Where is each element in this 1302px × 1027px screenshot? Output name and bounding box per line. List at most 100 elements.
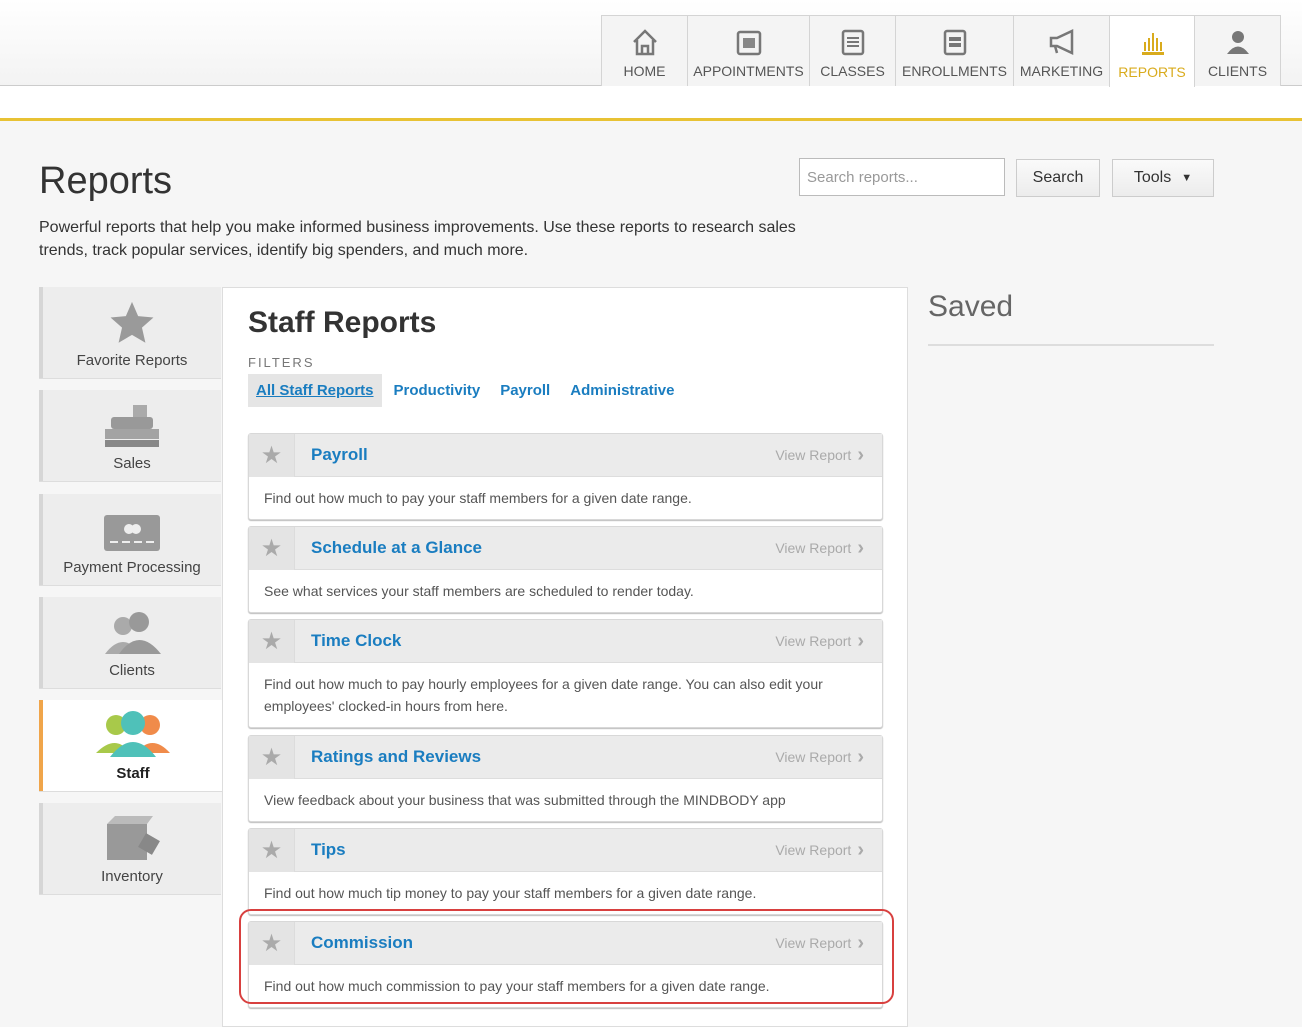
view-report-label: View Report: [775, 842, 852, 858]
report-title[interactable]: Payroll: [311, 445, 368, 464]
favorite-star-icon[interactable]: ★: [249, 619, 295, 663]
tab-clients[interactable]: CLIENTS: [1194, 15, 1281, 86]
sidebar-item-payment-processing[interactable]: Payment Processing: [39, 494, 221, 585]
view-report-label: View Report: [775, 633, 852, 649]
report-description: View feedback about your business that w…: [264, 792, 786, 808]
view-report-link[interactable]: View Report ›: [775, 444, 882, 467]
tab-marketing[interactable]: MARKETING: [1013, 15, 1110, 86]
report-title[interactable]: Time Clock: [311, 631, 402, 650]
search-input[interactable]: [799, 158, 1005, 196]
megaphone-icon: [1049, 29, 1073, 55]
sidebar-label: Payment Processing: [63, 559, 201, 576]
section-title: Staff Reports: [248, 306, 437, 339]
person-icon: [1226, 31, 1249, 54]
chevron-right-icon: ›: [857, 536, 864, 559]
report-card-header: ★ Schedule at a Glance View Report ›: [249, 526, 882, 570]
tools-dropdown[interactable]: Tools ▼: [1112, 159, 1214, 197]
main-nav: HOME APPOINTMENTS CLASSES ENROLLMENTS MA…: [601, 15, 1281, 87]
tab-label: REPORTS: [1118, 64, 1186, 80]
sidebar-label: Sales: [113, 455, 151, 472]
view-report-label: View Report: [775, 447, 852, 463]
report-title[interactable]: Schedule at a Glance: [311, 538, 483, 557]
accent-line: [0, 118, 1302, 121]
sidebar-item-clients[interactable]: Clients: [39, 597, 221, 688]
report-card: ★ Schedule at a Glance View Report › See …: [248, 526, 883, 613]
favorite-star-icon[interactable]: ★: [249, 526, 295, 570]
report-card: ★ Commission View Report › Find out how m…: [248, 921, 883, 1008]
report-card-header: ★ Time Clock View Report ›: [249, 619, 882, 663]
tab-label: CLIENTS: [1207, 63, 1268, 79]
sidebar-item-sales[interactable]: Sales: [39, 390, 221, 481]
filter-all-staff-reports[interactable]: All Staff Reports: [248, 374, 382, 407]
home-icon: [632, 29, 657, 56]
inventory-box-icon: [107, 816, 160, 860]
tab-home[interactable]: HOME: [601, 15, 688, 86]
enrollment-icon: [943, 29, 966, 56]
filter-productivity[interactable]: Productivity: [393, 382, 481, 399]
view-report-label: View Report: [775, 540, 852, 556]
favorite-star-icon[interactable]: ★: [249, 735, 295, 779]
saved-title: Saved: [928, 290, 1014, 323]
favorite-star-icon[interactable]: ★: [249, 828, 295, 872]
report-description: Find out how much tip money to pay your …: [264, 885, 757, 901]
report-title[interactable]: Tips: [311, 840, 346, 859]
tab-appointments[interactable]: APPOINTMENTS: [687, 15, 810, 86]
view-report-link[interactable]: View Report ›: [775, 630, 882, 653]
report-card: ★ Payroll View Report › Find out how much…: [248, 433, 883, 520]
search-button[interactable]: Search: [1016, 159, 1100, 197]
report-title[interactable]: Commission: [311, 933, 414, 952]
chevron-right-icon: ›: [857, 745, 864, 768]
filter-bar: All Staff Reports Productivity Payroll A…: [248, 374, 682, 407]
page-title: Reports: [39, 160, 173, 202]
view-report-link[interactable]: View Report ›: [775, 746, 882, 769]
sidebar-label: Inventory: [101, 868, 163, 885]
tab-label: ENROLLMENTS: [901, 63, 1008, 79]
commission-highlight: [239, 909, 894, 1004]
tab-reports[interactable]: REPORTS: [1109, 15, 1195, 87]
chevron-right-icon: ›: [857, 931, 864, 954]
report-card: ★ Time Clock View Report › Find out how m…: [248, 619, 883, 728]
clients-icon: [105, 612, 161, 654]
header-band: [0, 86, 1302, 119]
favorite-star-icon[interactable]: ★: [249, 921, 295, 965]
report-description: See what services your staff members are…: [264, 583, 694, 599]
report-description: Find out how much commission to pay your…: [264, 978, 770, 994]
chevron-right-icon: ›: [857, 443, 864, 466]
report-description: Find out how much to pay hourly employee…: [264, 676, 823, 714]
report-card-header: ★ Commission View Report ›: [249, 921, 882, 965]
tab-label: CLASSES: [820, 63, 885, 79]
sidebar-item-favorite-reports[interactable]: Favorite Reports: [39, 287, 221, 378]
filters-label: FILTERS: [248, 355, 315, 370]
view-report-label: View Report: [775, 749, 852, 765]
sidebar-item-staff[interactable]: Staff: [39, 700, 223, 791]
bar-chart-icon: [1142, 33, 1164, 55]
tab-label: HOME: [623, 63, 666, 79]
report-title[interactable]: Ratings and Reviews: [311, 747, 482, 766]
search-label: Search: [1032, 169, 1084, 186]
tab-enrollments[interactable]: ENROLLMENTS: [895, 15, 1014, 86]
view-report-link[interactable]: View Report ›: [775, 839, 882, 862]
credit-card-icon: [104, 515, 160, 551]
report-card: ★ Tips View Report › Find out how much ti…: [248, 828, 883, 915]
sidebar-label: Staff: [116, 765, 150, 782]
star-icon: [110, 301, 154, 343]
report-card-header: ★ Ratings and Reviews View Report ›: [249, 735, 882, 779]
page-intro: Powerful reports that help you make info…: [39, 219, 796, 259]
tab-classes[interactable]: CLASSES: [809, 15, 896, 86]
report-card: ★ Ratings and Reviews View Report › View …: [248, 735, 883, 822]
tab-label: MARKETING: [1019, 63, 1104, 79]
view-report-link[interactable]: View Report ›: [775, 932, 882, 955]
saved-divider: [928, 344, 1214, 346]
chevron-right-icon: ›: [857, 629, 864, 652]
sidebar-label: Favorite Reports: [76, 352, 188, 369]
filter-administrative[interactable]: Administrative: [570, 382, 675, 399]
sidebar-label: Clients: [109, 662, 155, 679]
filter-payroll[interactable]: Payroll: [500, 382, 551, 399]
view-report-label: View Report: [775, 935, 852, 951]
favorite-star-icon[interactable]: ★: [249, 433, 295, 477]
sidebar-item-inventory[interactable]: Inventory: [39, 803, 221, 894]
report-description: Find out how much to pay your staff memb…: [264, 490, 692, 506]
notepad-icon: [841, 29, 864, 56]
tools-label: Tools: [1133, 169, 1172, 186]
view-report-link[interactable]: View Report ›: [775, 537, 882, 560]
